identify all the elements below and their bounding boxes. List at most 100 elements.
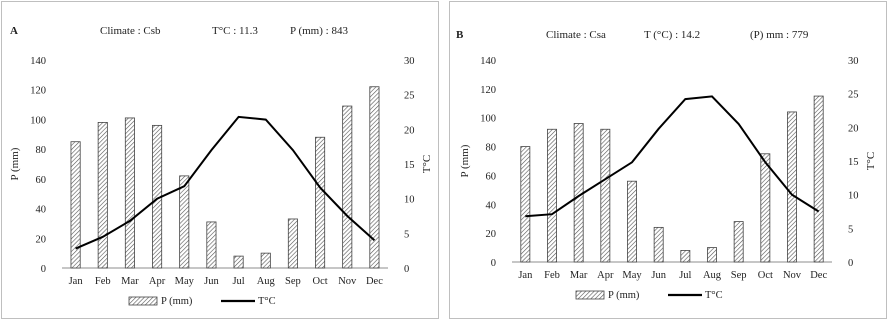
y-tick-label: 40 <box>486 200 497 211</box>
y2-tick-label: 10 <box>404 195 415 206</box>
y2-tick-label: 15 <box>848 157 859 168</box>
header-temp: T°C : 11.3 <box>212 25 258 37</box>
y-tick-label: 100 <box>30 115 46 126</box>
y-tick-label: 80 <box>486 143 497 154</box>
legend-bar-label: P (mm) <box>161 296 193 307</box>
legend-line-label: T°C <box>705 290 723 301</box>
x-tick-label: Jun <box>204 276 219 287</box>
x-tick-label: Feb <box>95 276 111 287</box>
y2-tick-label: 10 <box>848 191 859 202</box>
chart-panel-a: A Climate : Csb T°C : 11.3 P (mm) : 843 0 20 4… <box>0 0 440 320</box>
temperature-line <box>75 115 376 250</box>
y2-tick-label: 0 <box>848 258 853 269</box>
chart-panel-b: B Climate : Csa T (°C) : 14.2 (P) mm : 779 0… <box>448 0 888 320</box>
precip-bar <box>760 153 771 263</box>
y2-tick-label: 30 <box>404 56 415 67</box>
precip-bar <box>653 226 664 263</box>
y-axis-label: P (mm) <box>459 144 471 177</box>
x-tick-label: Jan <box>69 276 84 287</box>
y-tick-label: 0 <box>41 264 46 275</box>
precip-bar <box>124 117 135 269</box>
y-tick-label: 0 <box>491 258 496 269</box>
legend-bar-swatch <box>128 296 158 306</box>
precip-bar <box>287 218 298 269</box>
y-tick-label: 140 <box>30 56 46 67</box>
precip-bar <box>206 221 217 269</box>
x-tick-label: May <box>622 270 642 281</box>
temperature-line <box>525 95 820 218</box>
precip-bar <box>680 250 691 263</box>
precip-bar <box>733 221 744 263</box>
y-tick-label: 80 <box>36 145 47 156</box>
precip-bar <box>707 247 717 263</box>
x-tick-label: Sep <box>731 270 747 281</box>
x-tick-label: Feb <box>544 270 560 281</box>
y-tick-label: 120 <box>30 86 46 97</box>
panel-border <box>1 1 439 319</box>
y2-tick-label: 15 <box>404 160 415 171</box>
precip-bar <box>315 136 326 269</box>
x-tick-label: Apr <box>597 270 614 281</box>
y-axis-label: P (mm) <box>9 147 21 180</box>
y-tick-label: 60 <box>36 175 47 186</box>
panel-label: A <box>10 25 18 37</box>
y2-tick-label: 5 <box>404 229 409 240</box>
precip-bar <box>179 175 190 269</box>
x-tick-label: Jul <box>232 276 244 287</box>
precip-bar <box>369 86 380 269</box>
panel-label: B <box>456 29 464 41</box>
x-tick-label: Mar <box>570 270 588 281</box>
y2-tick-label: 20 <box>404 125 415 136</box>
x-tick-label: Aug <box>257 276 276 287</box>
header-precip: P (mm) : 843 <box>290 25 348 37</box>
legend-line-label: T°C <box>258 296 276 307</box>
panel-border <box>449 1 887 319</box>
x-tick-label: Jan <box>518 270 533 281</box>
precip-bar <box>342 105 353 269</box>
x-tick-label: May <box>175 276 195 287</box>
y-tick-label: 20 <box>486 229 497 240</box>
precip-bar <box>97 122 108 269</box>
y-tick-label: 100 <box>480 114 496 125</box>
y2-tick-label: 5 <box>848 224 853 235</box>
precip-bar <box>787 111 797 263</box>
x-tick-label: Jul <box>679 270 691 281</box>
precip-bar <box>600 128 611 263</box>
y-tick-label: 140 <box>480 56 496 67</box>
y2-axis-label: T°C <box>865 152 877 170</box>
y-tick-label: 40 <box>36 205 47 216</box>
x-tick-label: Oct <box>758 270 773 281</box>
y-tick-label: 60 <box>486 171 497 182</box>
y2-tick-label: 30 <box>848 56 859 67</box>
precip-bar <box>233 255 244 269</box>
header-climate: Climate : Csb <box>100 25 161 37</box>
legend-bar-swatch <box>575 290 605 300</box>
x-tick-label: Apr <box>149 276 166 287</box>
x-tick-label: Aug <box>703 270 722 281</box>
y2-tick-label: 20 <box>848 123 859 134</box>
x-tick-label: Nov <box>783 270 802 281</box>
precip-bar <box>627 180 637 263</box>
y-tick-label: 20 <box>36 234 47 245</box>
header-temp: T (°C) : 14.2 <box>644 29 700 41</box>
precip-bar <box>547 128 557 263</box>
x-tick-label: Jun <box>651 270 666 281</box>
precip-bar <box>813 95 824 263</box>
x-tick-label: Dec <box>366 276 383 287</box>
y2-tick-label: 0 <box>404 264 409 275</box>
x-tick-label: Dec <box>810 270 827 281</box>
x-tick-label: Mar <box>121 276 139 287</box>
y-tick-label: 120 <box>480 85 496 96</box>
precip-bar <box>520 146 531 263</box>
chart-a: A Climate : Csb T°C : 11.3 P (mm) : 843 0 20 4… <box>9 25 433 307</box>
precip-bar <box>70 141 81 269</box>
x-tick-label: Nov <box>338 276 357 287</box>
y2-tick-label: 25 <box>848 90 859 101</box>
precip-bar <box>260 252 271 269</box>
y2-axis-label: T°C <box>421 155 433 173</box>
legend-bar-label: P (mm) <box>608 290 640 301</box>
header-precip: (P) mm : 779 <box>750 29 809 41</box>
chart-b: B Climate : Csa T (°C) : 14.2 (P) mm : 779 0… <box>456 29 877 301</box>
header-climate: Climate : Csa <box>546 29 606 41</box>
x-tick-label: Oct <box>312 276 327 287</box>
